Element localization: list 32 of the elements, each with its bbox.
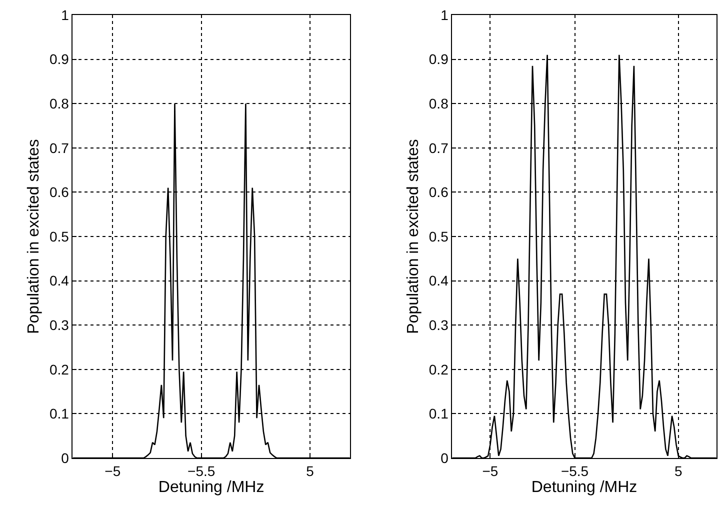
y-tick-label: 0.7 xyxy=(428,140,449,156)
y-tick-label: 0.6 xyxy=(428,184,449,200)
y-tick-label: 0.9 xyxy=(428,51,449,68)
y-axis-title: Population in excited states xyxy=(404,139,422,334)
y-axis-title: Population in excited states xyxy=(25,139,42,334)
y-tick-label: 0.5 xyxy=(428,228,449,244)
x-axis-title: Detuning /MHz xyxy=(158,478,264,496)
y-tick-label: 1 xyxy=(61,6,70,23)
y-tick-label: 0.5 xyxy=(49,228,70,244)
y-tick-label: 0.1 xyxy=(428,406,449,422)
x-tick-label: −5.5 xyxy=(188,462,216,479)
y-tick-label: 0.8 xyxy=(428,96,449,112)
y-tick-label: 0 xyxy=(440,450,449,466)
y-tick-label: 1 xyxy=(440,6,449,23)
x-axis-title: Detuning /MHz xyxy=(531,478,638,496)
y-tick-label: 0.9 xyxy=(49,51,70,68)
y-tick-label: 0.4 xyxy=(428,272,449,289)
x-tick-label: −5.5 xyxy=(560,462,589,479)
y-tick-label: 0.3 xyxy=(428,317,449,333)
y-tick-label: 0.7 xyxy=(49,140,70,156)
y-tick-label: 0.2 xyxy=(49,361,70,378)
y-tick-label: 0.6 xyxy=(49,184,70,200)
y-tick-label: 0.8 xyxy=(49,96,70,112)
x-tick-label: 5 xyxy=(674,462,682,479)
x-tick-label: 5 xyxy=(306,462,314,479)
y-tick-label: 0.1 xyxy=(49,406,70,422)
x-tick-label: −5 xyxy=(104,462,121,479)
y-tick-label: 0 xyxy=(61,450,70,466)
x-tick-label: −5 xyxy=(482,462,498,479)
y-tick-label: 0.4 xyxy=(49,272,70,289)
y-tick-label: 0.2 xyxy=(428,361,449,378)
y-tick-label: 0.3 xyxy=(49,317,70,333)
